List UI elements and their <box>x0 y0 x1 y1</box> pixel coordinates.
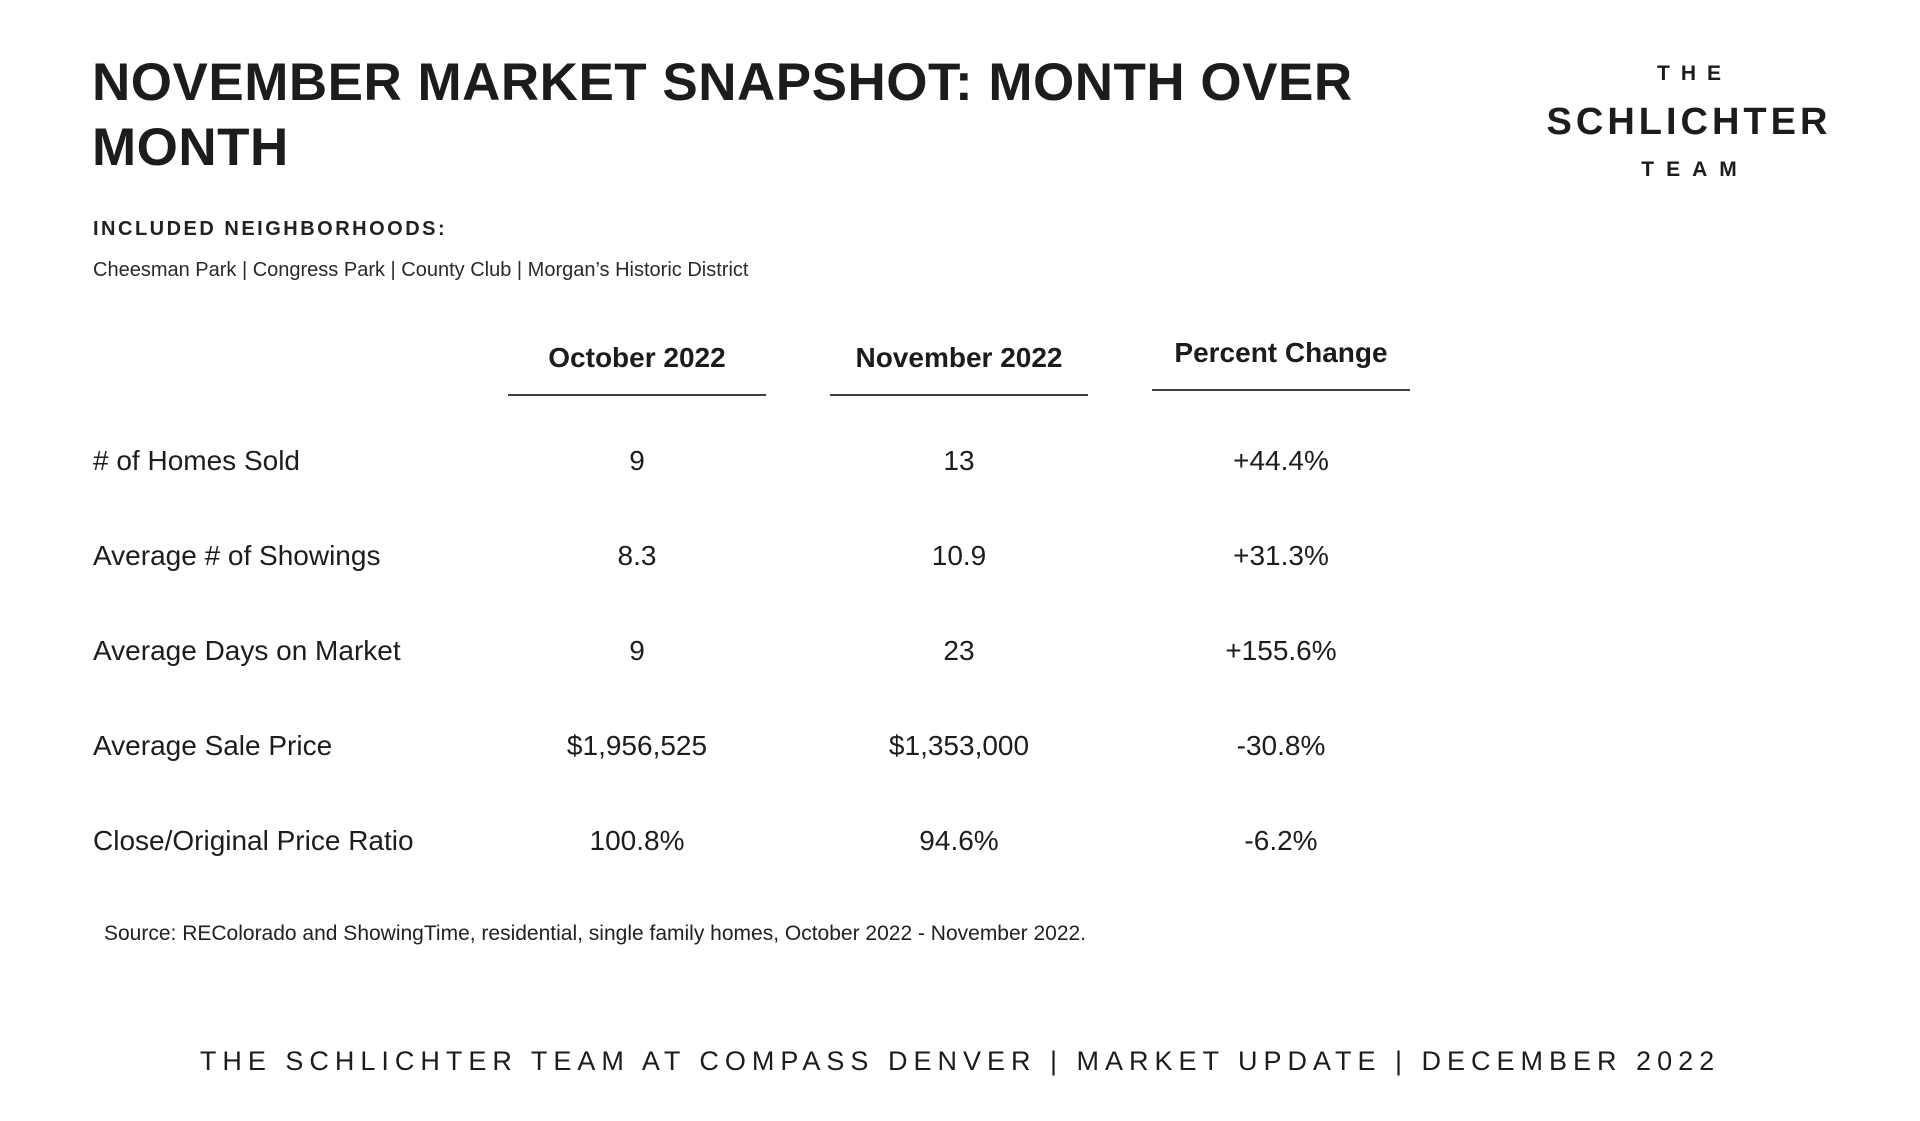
row-label: Average # of Showings <box>93 539 381 571</box>
logo-word-the: THE <box>1657 62 1732 85</box>
cell-october: 8.3 <box>617 539 657 571</box>
row-label: # of Homes Sold <box>93 444 300 476</box>
row-label: Close/Original Price Ratio <box>93 824 414 856</box>
cell-percent-change: +44.4% <box>1233 444 1329 476</box>
neighborhoods-list: Cheesman Park | Congress Park | County C… <box>93 259 749 281</box>
cell-november: $1,353,000 <box>888 729 1030 761</box>
table-row-showings: Average # of Showings 8.3 10.9 +31.3% <box>93 508 1442 603</box>
cell-october: 100.8% <box>589 824 685 856</box>
column-header-percent-change-label: Percent Change <box>1174 337 1388 368</box>
table-row-days-on-market: Average Days on Market 9 23 +155.6% <box>93 603 1442 698</box>
cell-november: 94.6% <box>919 824 999 856</box>
included-neighborhoods: INCLUDED NEIGHBORHOODS: Cheesman Park | … <box>93 218 748 282</box>
cell-percent-change: +31.3% <box>1233 539 1329 571</box>
table-header-row: October 2022 November 2022 Percent Chang… <box>93 330 1442 396</box>
table-row-sale-price: Average Sale Price $1,956,525 $1,353,000… <box>93 698 1442 793</box>
cell-november: 23 <box>943 634 975 666</box>
footer-banner: THE SCHLICHTER TEAM AT COMPASS DENVER | … <box>199 1046 1721 1076</box>
column-header-november: November 2022 <box>798 330 1120 396</box>
cell-october: $1,956,525 <box>566 729 708 761</box>
source-note: Source: REColorado and ShowingTime, resi… <box>104 922 1087 945</box>
month-over-month-table: October 2022 November 2022 Percent Chang… <box>93 330 1442 888</box>
schlichter-team-logo: THE SCHLICHTER TEAM <box>1529 62 1849 182</box>
column-header-october: October 2022 <box>476 330 798 396</box>
cell-october: 9 <box>629 444 645 476</box>
row-label: Average Sale Price <box>93 729 333 761</box>
logo-word-schlichter: SCHLICHTER <box>1546 101 1832 143</box>
cell-november: 10.9 <box>931 539 987 571</box>
cell-november: 13 <box>943 444 975 476</box>
cell-percent-change: -30.8% <box>1236 729 1326 761</box>
column-header-october-label: October 2022 <box>548 342 726 373</box>
cell-percent-change: +155.6% <box>1225 634 1337 666</box>
table-row-price-ratio: Close/Original Price Ratio 100.8% 94.6% … <box>93 793 1442 888</box>
cell-october: 9 <box>629 634 645 666</box>
column-underline <box>830 394 1088 396</box>
neighborhoods-heading: INCLUDED NEIGHBORHOODS: <box>93 218 448 240</box>
column-underline <box>1152 389 1410 391</box>
column-underline <box>508 394 766 396</box>
table-row-homes-sold: # of Homes Sold 9 13 +44.4% <box>93 413 1442 508</box>
cell-percent-change: -6.2% <box>1244 824 1318 856</box>
page-title: NOVEMBER MARKET SNAPSHOT: MONTH OVER MON… <box>92 53 1353 178</box>
table-body: # of Homes Sold 9 13 +44.4% Average # of… <box>93 413 1442 888</box>
column-header-percent-change: Percent Change <box>1120 325 1442 391</box>
row-label: Average Days on Market <box>93 634 401 666</box>
logo-word-team: TEAM <box>1641 158 1749 181</box>
column-header-november-label: November 2022 <box>855 342 1063 373</box>
